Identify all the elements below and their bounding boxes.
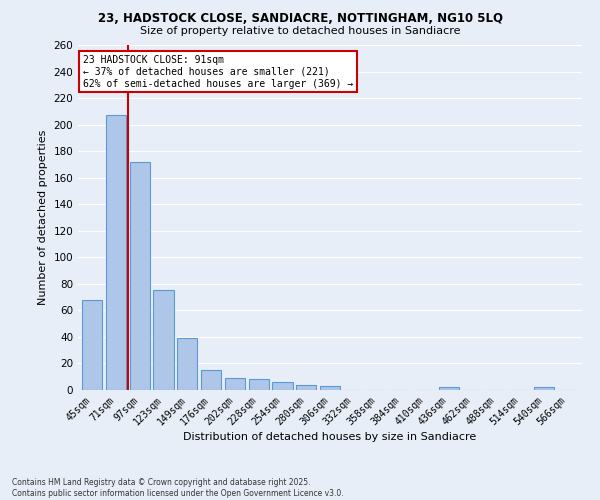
Bar xyxy=(177,338,197,390)
Bar xyxy=(248,380,269,390)
Bar xyxy=(272,382,293,390)
Bar xyxy=(320,386,340,390)
Text: 23 HADSTOCK CLOSE: 91sqm
← 37% of detached houses are smaller (221)
62% of semi-: 23 HADSTOCK CLOSE: 91sqm ← 37% of detach… xyxy=(83,56,353,88)
X-axis label: Distribution of detached houses by size in Sandiacre: Distribution of detached houses by size … xyxy=(184,432,476,442)
Bar xyxy=(439,388,459,390)
Bar xyxy=(106,116,126,390)
Bar xyxy=(534,388,554,390)
Text: Contains HM Land Registry data © Crown copyright and database right 2025.
Contai: Contains HM Land Registry data © Crown c… xyxy=(12,478,344,498)
Bar xyxy=(154,290,173,390)
Bar xyxy=(225,378,245,390)
Bar xyxy=(82,300,103,390)
Y-axis label: Number of detached properties: Number of detached properties xyxy=(38,130,48,305)
Bar xyxy=(296,384,316,390)
Text: Size of property relative to detached houses in Sandiacre: Size of property relative to detached ho… xyxy=(140,26,460,36)
Bar xyxy=(130,162,150,390)
Bar xyxy=(201,370,221,390)
Text: 23, HADSTOCK CLOSE, SANDIACRE, NOTTINGHAM, NG10 5LQ: 23, HADSTOCK CLOSE, SANDIACRE, NOTTINGHA… xyxy=(97,12,503,26)
